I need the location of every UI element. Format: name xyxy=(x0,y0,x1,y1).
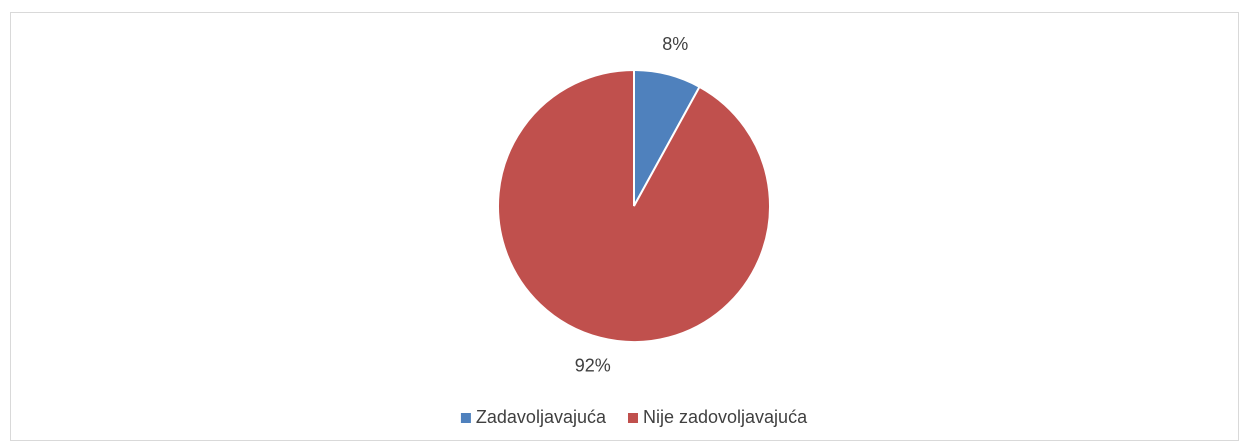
data-label: 92% xyxy=(575,356,611,376)
legend-label: Zadavoljavajuća xyxy=(476,407,607,427)
legend-label: Nije zadovoljavajuća xyxy=(643,407,808,427)
pie-slice xyxy=(497,68,771,343)
legend-swatch xyxy=(460,413,471,423)
legend-swatch xyxy=(627,413,638,423)
data-label: 8% xyxy=(662,34,688,54)
